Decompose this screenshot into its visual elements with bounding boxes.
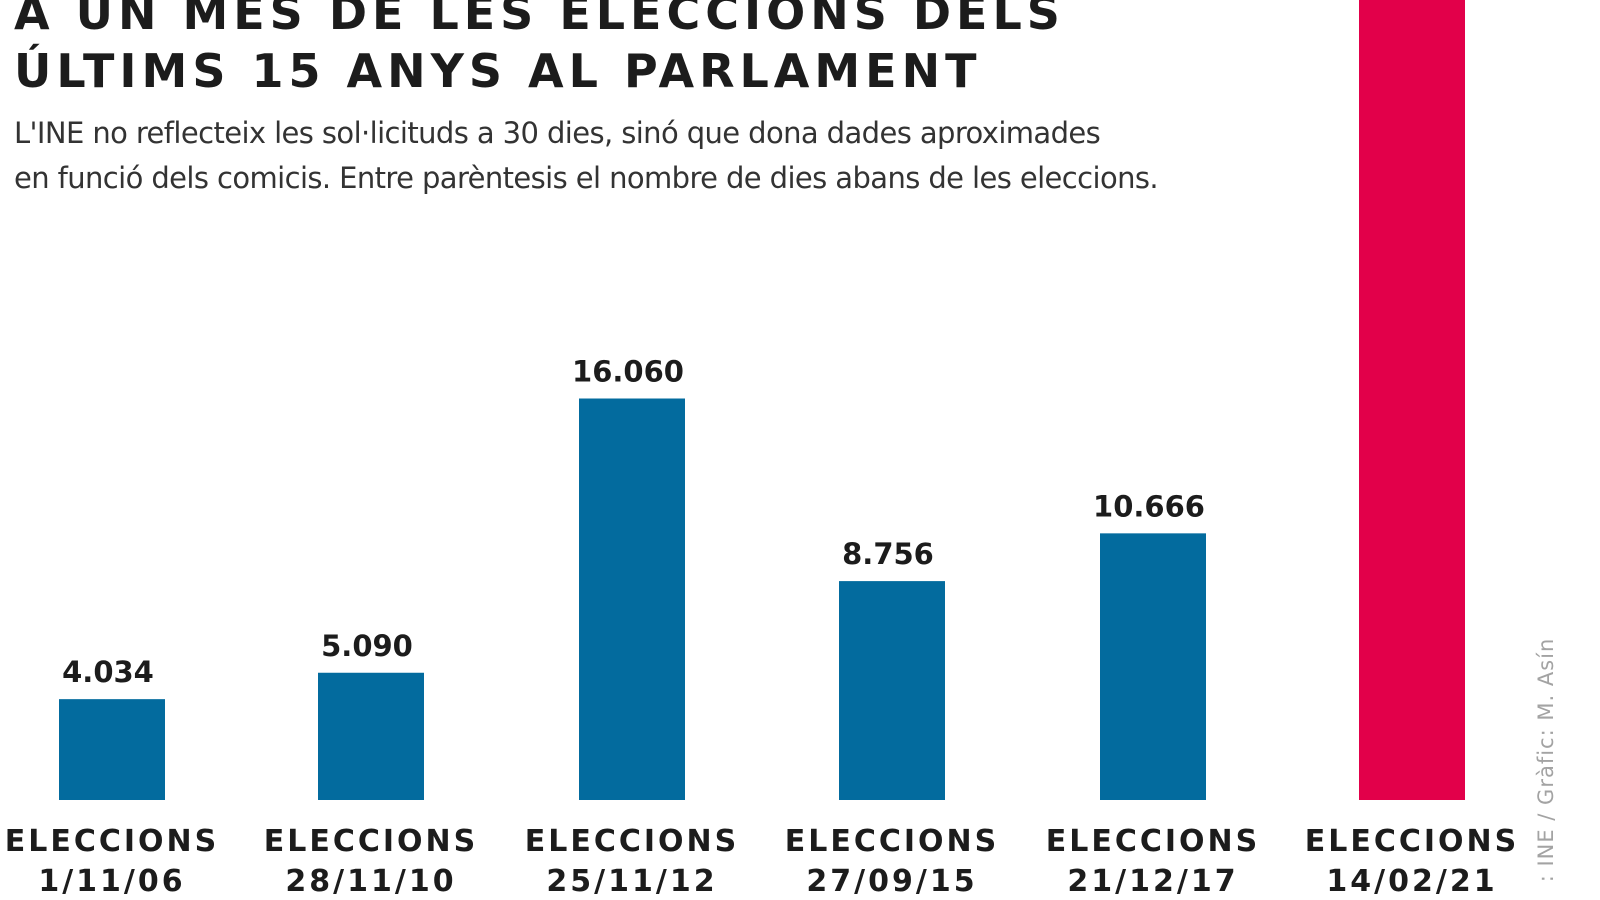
category-label-line-1: ELECCIONS (264, 824, 479, 859)
category-label-line-1: ELECCIONS (1305, 824, 1520, 859)
category-label-line-2: 1/11/06 (38, 864, 185, 899)
bar (839, 581, 945, 800)
category-label-line-2: 14/02/21 (1326, 864, 1497, 899)
chart-title-line-1: A UN MES DE LES ELECCIONS DELS (14, 0, 1065, 40)
category-label-line-2: 21/12/17 (1067, 864, 1238, 899)
chart-subtitle-line-1: L'INE no reflecteix les sol·licituds a 3… (14, 116, 1101, 150)
category-label-line-2: 27/09/15 (806, 864, 977, 899)
source-credit: : INE / Gràfic: M. Asín (1534, 637, 1558, 883)
bar (59, 699, 165, 800)
bar (579, 398, 685, 800)
category-label-line-1: ELECCIONS (785, 824, 1000, 859)
category-label-line-1: ELECCIONS (5, 824, 220, 859)
chart-subtitle-line-2: en funció dels comicis. Entre parèntesis… (14, 161, 1159, 195)
category-label-line-2: 28/11/10 (285, 864, 456, 899)
bar-highlight (1359, 0, 1465, 800)
category-label-line-1: ELECCIONS (525, 824, 740, 859)
bar-value-label: 4.034 (62, 655, 154, 689)
chart-title-line-2: ÚLTIMS 15 ANYS AL PARLAMENT (14, 44, 982, 98)
bar-value-label: 16.060 (572, 355, 684, 389)
bar-value-label: 8.756 (842, 537, 934, 571)
category-label-line-2: 25/11/12 (546, 864, 717, 899)
bar-value-label: 5.090 (321, 629, 413, 663)
bar (1100, 533, 1206, 800)
bar (318, 672, 424, 800)
bar-value-label: 10.666 (1093, 489, 1205, 523)
category-label-line-1: ELECCIONS (1046, 824, 1261, 859)
